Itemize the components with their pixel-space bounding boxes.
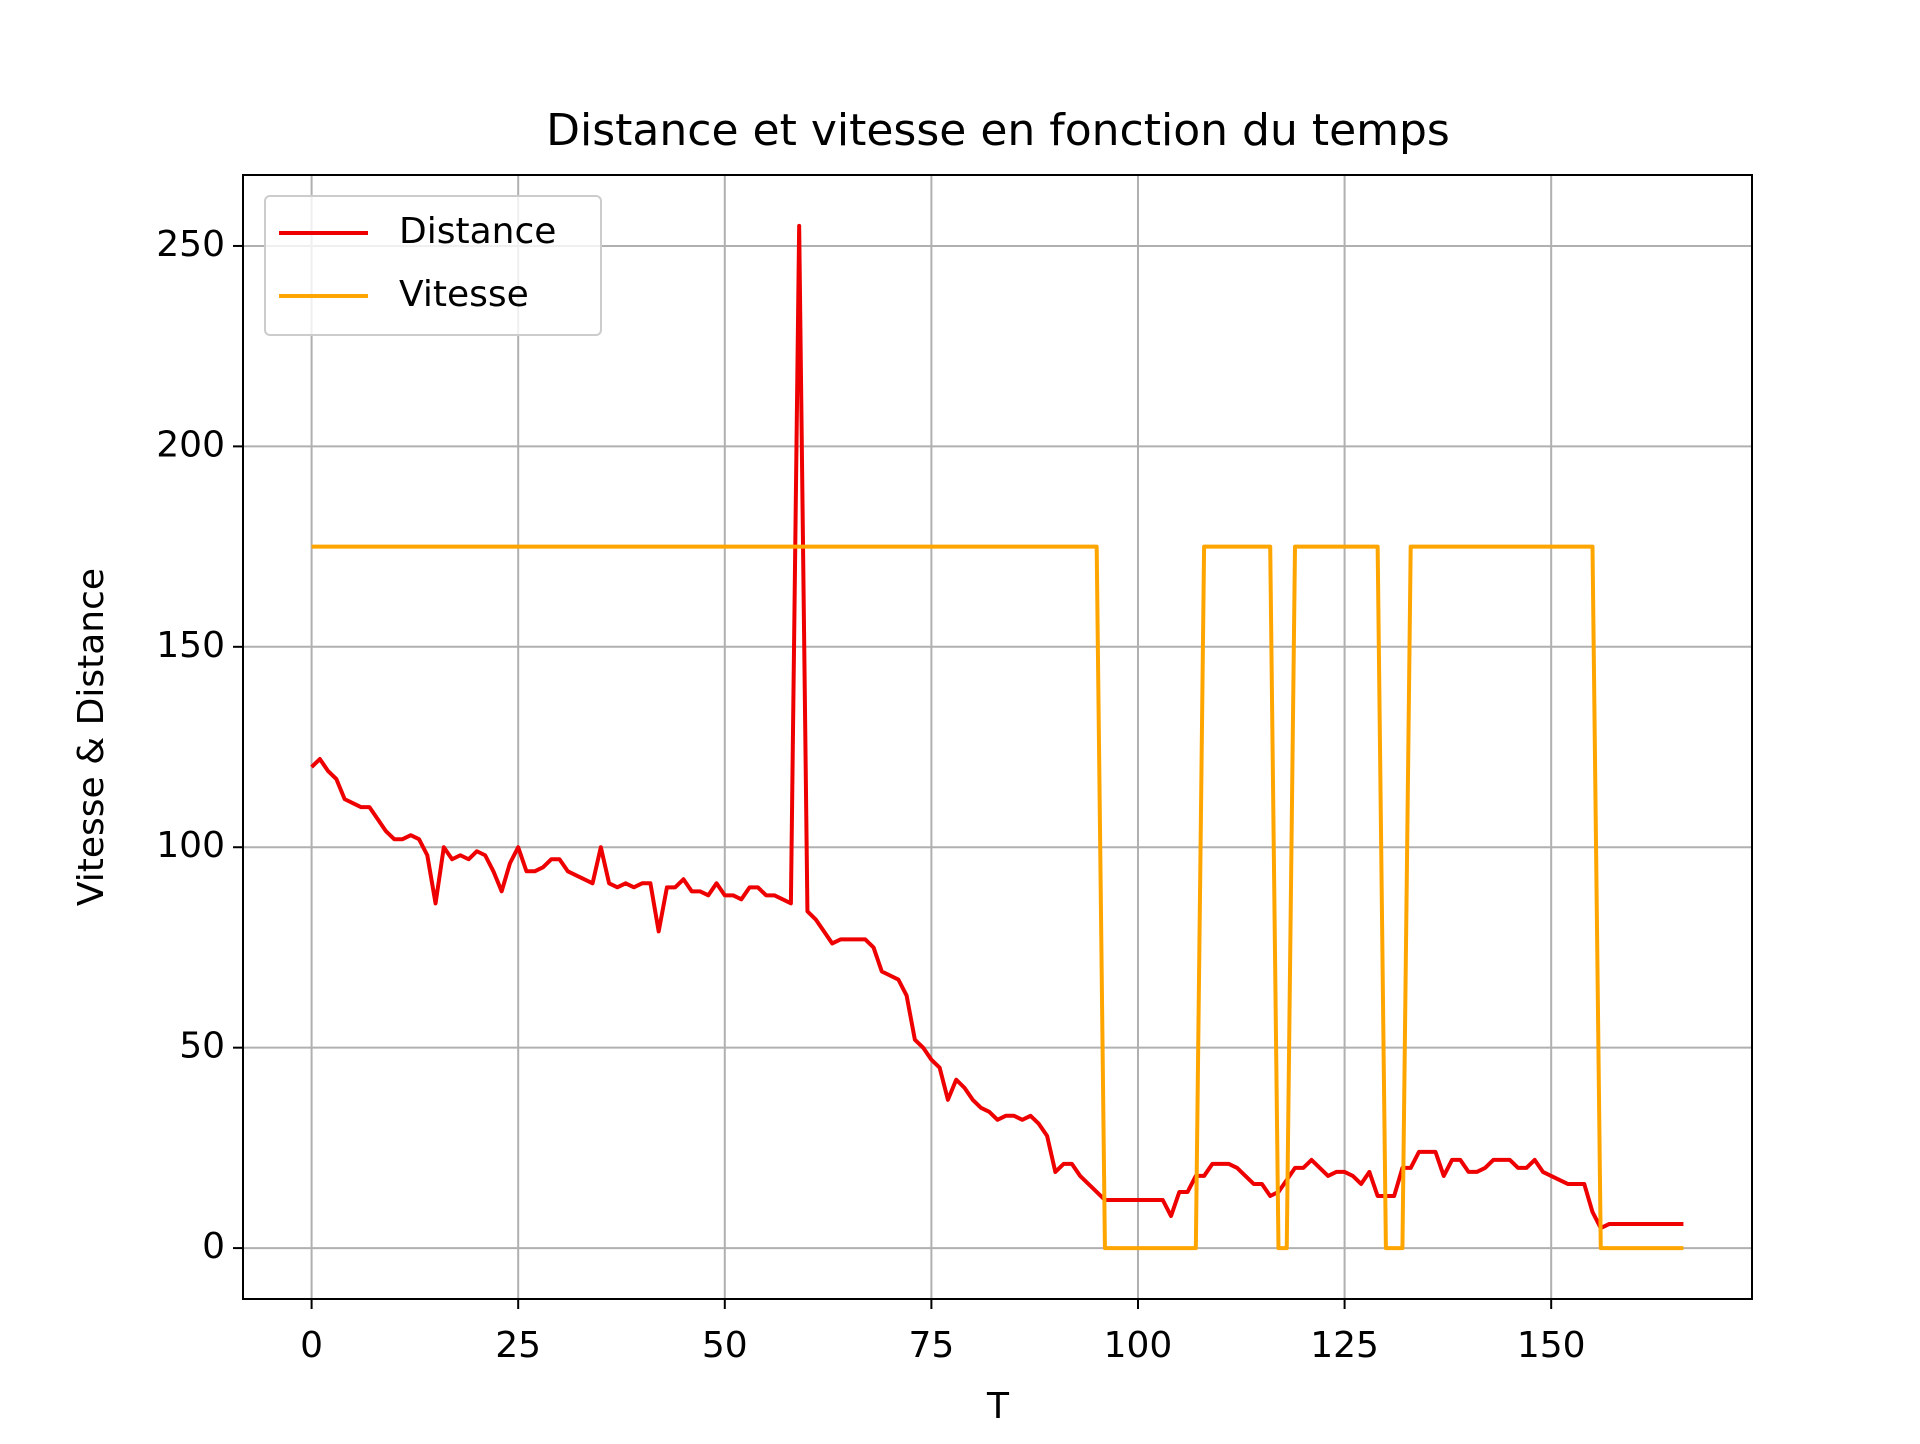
x-tick-label: 50 bbox=[702, 1325, 748, 1366]
plot-frame bbox=[242, 174, 1753, 1300]
y-axis-label: Vitesse & Distance bbox=[71, 568, 112, 906]
x-axis-label: T bbox=[986, 1386, 1010, 1427]
y-tick-label: 250 bbox=[156, 224, 225, 265]
x-tick-label: 125 bbox=[1310, 1325, 1379, 1366]
line-1 bbox=[311, 544, 1684, 1251]
y-tick-label: 50 bbox=[179, 1026, 225, 1067]
chart-title: Distance et vitesse en fonction du temps bbox=[546, 105, 1450, 156]
legend-label: Vitesse bbox=[399, 274, 529, 315]
y-tick-label: 0 bbox=[202, 1226, 225, 1267]
legend-box bbox=[264, 195, 602, 336]
x-tick-label: 0 bbox=[300, 1325, 323, 1366]
y-tick-label: 100 bbox=[156, 825, 225, 866]
x-tick-label: 25 bbox=[495, 1325, 541, 1366]
x-tick-label: 100 bbox=[1104, 1325, 1173, 1366]
x-tick-label: 75 bbox=[908, 1325, 954, 1366]
line-0 bbox=[310, 223, 1684, 1231]
x-tick-label: 150 bbox=[1517, 1325, 1586, 1366]
legend: Distance Vitesse bbox=[264, 195, 602, 336]
y-tick-label: 150 bbox=[156, 625, 225, 666]
y-tick-label: 200 bbox=[156, 424, 225, 465]
legend-label: Distance bbox=[399, 211, 556, 252]
